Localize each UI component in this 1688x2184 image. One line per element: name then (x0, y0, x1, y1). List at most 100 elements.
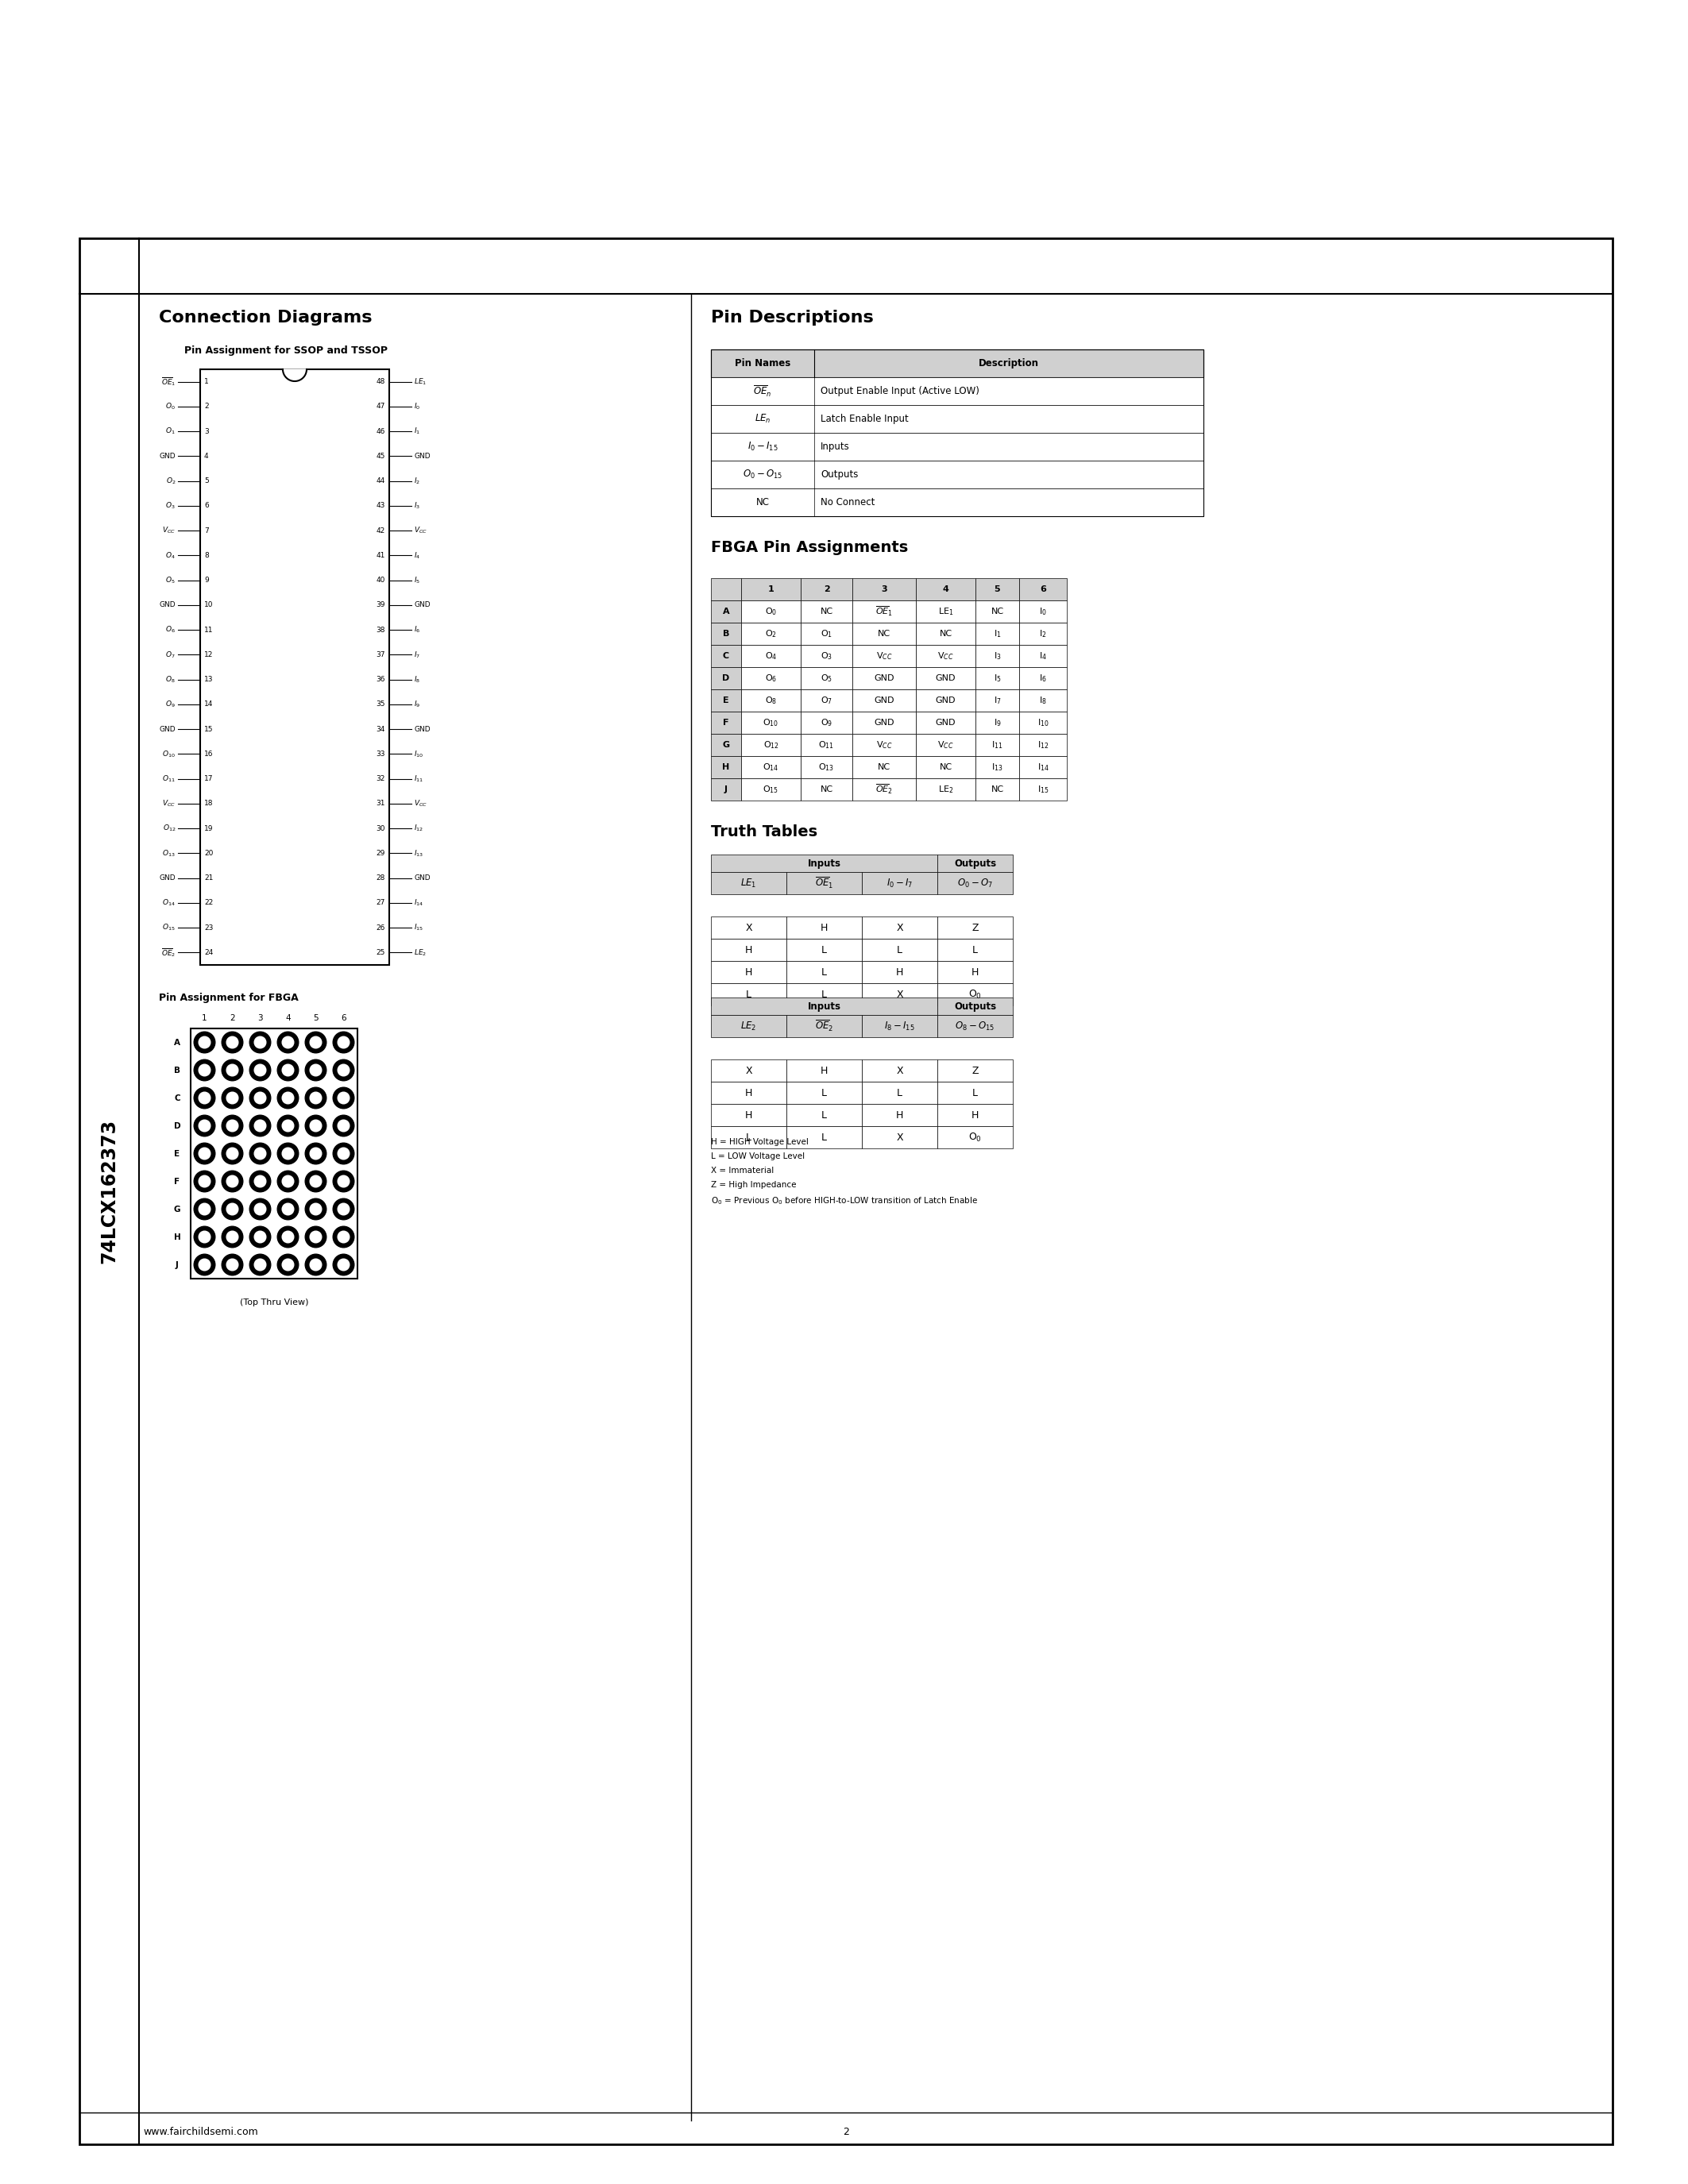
Circle shape (306, 1031, 326, 1053)
Text: X: X (746, 1066, 753, 1077)
Circle shape (194, 1031, 214, 1053)
Text: H: H (744, 1088, 753, 1099)
Text: E: E (174, 1149, 181, 1158)
Text: 2: 2 (842, 2127, 849, 2138)
Text: O$_1$: O$_1$ (820, 629, 832, 640)
Text: GND: GND (935, 697, 955, 705)
Circle shape (282, 1064, 294, 1077)
Circle shape (221, 1142, 243, 1164)
Circle shape (226, 1203, 238, 1214)
Text: 3: 3 (204, 428, 209, 435)
Bar (917, 622, 976, 644)
Bar (937, 1059, 1013, 1081)
Circle shape (221, 1059, 243, 1081)
Text: H: H (744, 968, 753, 976)
Text: 13: 13 (204, 677, 213, 684)
Circle shape (199, 1149, 211, 1160)
Bar (711, 601, 741, 622)
Bar (976, 778, 1020, 802)
Text: O$_{13}$: O$_{13}$ (819, 762, 834, 773)
Circle shape (306, 1171, 326, 1192)
Text: $\overline{OE}_1$: $\overline{OE}_1$ (815, 876, 834, 891)
Text: $O_6$: $O_6$ (165, 625, 176, 636)
Bar (741, 756, 800, 778)
Text: $O_8$: $O_8$ (165, 675, 176, 684)
Text: 34: 34 (376, 725, 385, 734)
Circle shape (277, 1031, 299, 1053)
Circle shape (226, 1232, 238, 1243)
Text: O$_0$ = Previous O$_0$ before HIGH-to-LOW transition of Latch Enable: O$_0$ = Previous O$_0$ before HIGH-to-LO… (711, 1195, 977, 1206)
Text: J: J (724, 786, 728, 793)
Text: O$_3$: O$_3$ (820, 651, 832, 662)
Bar (852, 778, 917, 802)
Text: $I_0$: $I_0$ (414, 402, 420, 411)
Text: F: F (722, 719, 729, 727)
Text: 20: 20 (204, 850, 213, 856)
Bar (800, 734, 852, 756)
Circle shape (255, 1149, 267, 1160)
Text: $I_{11}$: $I_{11}$ (414, 773, 424, 784)
Circle shape (282, 1258, 294, 1271)
Text: $\overline{OE}_1$: $\overline{OE}_1$ (160, 376, 176, 387)
Circle shape (194, 1199, 214, 1219)
Bar (741, 644, 800, 666)
Text: O$_7$: O$_7$ (820, 695, 832, 705)
Bar (863, 917, 937, 939)
Bar (711, 871, 787, 893)
Text: H: H (744, 1109, 753, 1120)
Circle shape (277, 1227, 299, 1247)
Text: $O_4$: $O_4$ (165, 550, 176, 561)
Circle shape (333, 1031, 354, 1053)
Text: 48: 48 (376, 378, 385, 384)
Bar (863, 1127, 937, 1149)
Bar (787, 1127, 863, 1149)
Circle shape (255, 1175, 267, 1188)
Bar (863, 871, 937, 893)
Text: I$_{13}$: I$_{13}$ (991, 762, 1003, 773)
Text: $LE_2$: $LE_2$ (414, 948, 427, 957)
Text: NC: NC (756, 498, 770, 507)
Text: 42: 42 (376, 526, 385, 535)
Text: A: A (174, 1037, 181, 1046)
Text: GND: GND (159, 601, 176, 609)
Text: Pin Assignment for SSOP and TSSOP: Pin Assignment for SSOP and TSSOP (184, 345, 388, 356)
Circle shape (221, 1031, 243, 1053)
Text: 31: 31 (376, 799, 385, 808)
Bar (787, 1016, 863, 1037)
Text: Outputs: Outputs (820, 470, 858, 480)
Circle shape (311, 1120, 322, 1131)
Text: O$_{14}$: O$_{14}$ (763, 762, 778, 773)
Text: $I_3$: $I_3$ (414, 500, 420, 511)
Text: 25: 25 (376, 950, 385, 957)
Text: L: L (746, 1131, 751, 1142)
Circle shape (226, 1064, 238, 1077)
Text: $I_{10}$: $I_{10}$ (414, 749, 424, 760)
Text: 4: 4 (204, 452, 209, 461)
Text: L: L (822, 1088, 827, 1099)
Text: 11: 11 (204, 627, 213, 633)
Circle shape (306, 1116, 326, 1136)
Circle shape (221, 1227, 243, 1247)
Bar (863, 1059, 937, 1081)
Circle shape (338, 1092, 349, 1103)
Text: Inputs: Inputs (807, 1000, 841, 1011)
Text: $O_{13}$: $O_{13}$ (162, 847, 176, 858)
Text: O$_{10}$: O$_{10}$ (763, 716, 778, 727)
Text: 43: 43 (376, 502, 385, 509)
Bar (711, 917, 787, 939)
Text: 1: 1 (768, 585, 775, 594)
Circle shape (250, 1227, 270, 1247)
Text: GND: GND (874, 675, 895, 681)
Text: $LE_1$: $LE_1$ (414, 378, 427, 387)
Text: 5: 5 (204, 478, 209, 485)
Text: 33: 33 (376, 751, 385, 758)
Circle shape (250, 1171, 270, 1192)
Circle shape (194, 1116, 214, 1136)
Bar (852, 622, 917, 644)
Circle shape (282, 1092, 294, 1103)
Text: 46: 46 (376, 428, 385, 435)
Text: $I_5$: $I_5$ (414, 574, 420, 585)
Circle shape (250, 1116, 270, 1136)
Circle shape (194, 1254, 214, 1275)
Circle shape (194, 1171, 214, 1192)
